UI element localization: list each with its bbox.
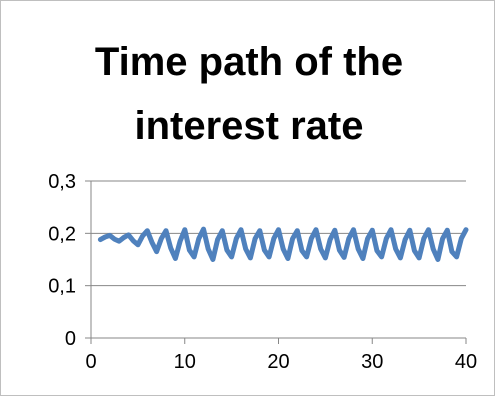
x-tick-label: 40 [455, 351, 477, 373]
chart-title-line-1: Time path of the [95, 40, 403, 84]
y-tick-label: 0,2 [48, 223, 76, 245]
y-tick-label: 0,1 [48, 276, 76, 298]
x-tick-label: 20 [267, 351, 289, 373]
axes [85, 180, 467, 344]
x-tick-label: 0 [85, 351, 96, 373]
chart-title-line-2: interest rate [135, 104, 364, 148]
series-line-0 [97, 226, 469, 262]
x-tick-label: 10 [174, 351, 196, 373]
y-tick-label: 0 [65, 328, 76, 350]
tick-labels: 0 0,1 0,2 0,3 0 10 20 30 40 [48, 171, 477, 373]
y-tick-label: 0,3 [48, 171, 76, 193]
series-layer [97, 226, 469, 262]
x-tick-label: 30 [361, 351, 383, 373]
